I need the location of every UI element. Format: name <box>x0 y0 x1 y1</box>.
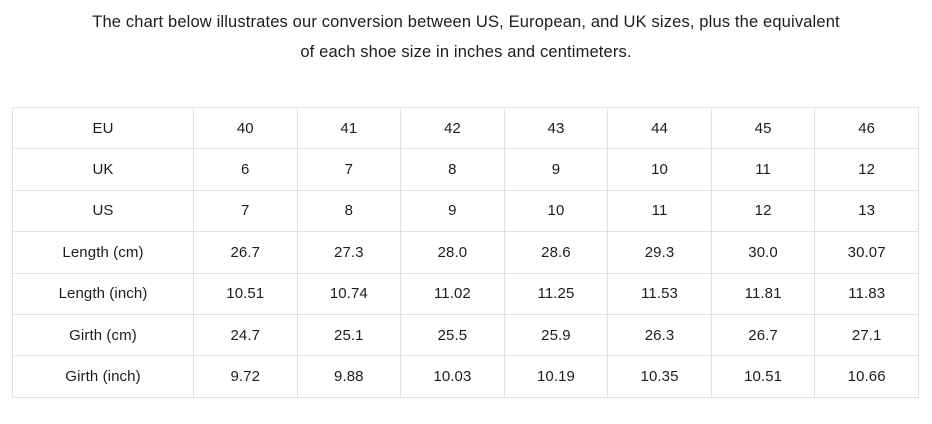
value-cell: 10.66 <box>814 355 919 398</box>
value-cell: 41 <box>296 106 402 150</box>
value-cell: 12 <box>710 189 816 233</box>
row-label-cell: Length (cm) <box>12 231 194 274</box>
value-cell: 43 <box>503 106 609 150</box>
value-cell: 12 <box>814 148 919 191</box>
size-conversion-table-body: EU 40 41 42 43 44 45 46 UK 6 7 8 9 10 11 12 US 7 8 9 10 11 12 1… <box>12 106 919 398</box>
value-cell: 11 <box>607 189 712 233</box>
value-cell: 10.03 <box>400 355 505 398</box>
value-cell: 42 <box>400 106 505 150</box>
page-title-line2: of each shoe size in inches and centimet… <box>300 43 632 61</box>
value-cell: 10 <box>503 189 609 233</box>
value-cell: 29.3 <box>607 231 712 274</box>
page-title: The chart below illustrates our conversi… <box>0 0 932 67</box>
value-cell: 28.0 <box>400 231 505 274</box>
value-cell: 7 <box>193 189 298 233</box>
table-row: US 7 8 9 10 11 12 13 <box>12 189 919 233</box>
row-label-cell: EU <box>12 106 194 150</box>
value-cell: 30.0 <box>710 231 816 274</box>
table-row: Length (inch) 10.51 10.74 11.02 11.25 11.53 11… <box>12 272 919 315</box>
row-label-cell: Girth (cm) <box>12 313 194 357</box>
value-cell: 26.7 <box>710 313 816 357</box>
value-cell: 7 <box>296 148 402 191</box>
table-row: Girth (cm) 24.7 25.1 25.5 25.9 26.3 26.7 27.1 <box>12 313 919 357</box>
value-cell: 8 <box>400 148 505 191</box>
value-cell: 11.25 <box>503 272 609 315</box>
value-cell: 11.02 <box>400 272 505 315</box>
value-cell: 13 <box>814 189 919 233</box>
value-cell: 10.51 <box>710 355 816 398</box>
value-cell: 27.1 <box>814 313 919 357</box>
value-cell: 25.5 <box>400 313 505 357</box>
value-cell: 10.35 <box>607 355 712 398</box>
value-cell: 11 <box>710 148 816 191</box>
value-cell: 28.6 <box>503 231 609 274</box>
value-cell: 10.19 <box>503 355 609 398</box>
value-cell: 27.3 <box>296 231 402 274</box>
row-label-cell: Girth (inch) <box>12 355 194 398</box>
table-row: EU 40 41 42 43 44 45 46 <box>12 106 919 150</box>
value-cell: 9.88 <box>296 355 402 398</box>
value-cell: 44 <box>607 106 712 150</box>
size-conversion-table: EU 40 41 42 43 44 45 46 UK 6 7 8 9 10 11 12 US 7 8 9 10 11 12 1… <box>12 106 919 398</box>
table-row: Length (cm) 26.7 27.3 28.0 28.6 29.3 30.0 30.07 <box>12 231 919 274</box>
value-cell: 45 <box>710 106 816 150</box>
value-cell: 9 <box>400 189 505 233</box>
row-label-cell: UK <box>12 148 194 191</box>
value-cell: 9.72 <box>193 355 298 398</box>
value-cell: 10.74 <box>296 272 402 315</box>
value-cell: 25.1 <box>296 313 402 357</box>
value-cell: 10.51 <box>193 272 298 315</box>
table-row: Girth (inch) 9.72 9.88 10.03 10.19 10.35 10.51… <box>12 355 919 398</box>
value-cell: 11.83 <box>814 272 919 315</box>
value-cell: 40 <box>193 106 298 150</box>
value-cell: 25.9 <box>503 313 609 357</box>
value-cell: 26.7 <box>193 231 298 274</box>
value-cell: 9 <box>503 148 609 191</box>
value-cell: 26.3 <box>607 313 712 357</box>
value-cell: 30.07 <box>814 231 919 274</box>
value-cell: 11.53 <box>607 272 712 315</box>
value-cell: 10 <box>607 148 712 191</box>
value-cell: 46 <box>814 106 919 150</box>
row-label-cell: Length (inch) <box>12 272 194 315</box>
value-cell: 11.81 <box>710 272 816 315</box>
value-cell: 6 <box>193 148 298 191</box>
row-label-cell: US <box>12 189 194 233</box>
value-cell: 8 <box>296 189 402 233</box>
table-row: UK 6 7 8 9 10 11 12 <box>12 148 919 191</box>
page-title-line1: The chart below illustrates our conversi… <box>92 13 840 31</box>
value-cell: 24.7 <box>193 313 298 357</box>
